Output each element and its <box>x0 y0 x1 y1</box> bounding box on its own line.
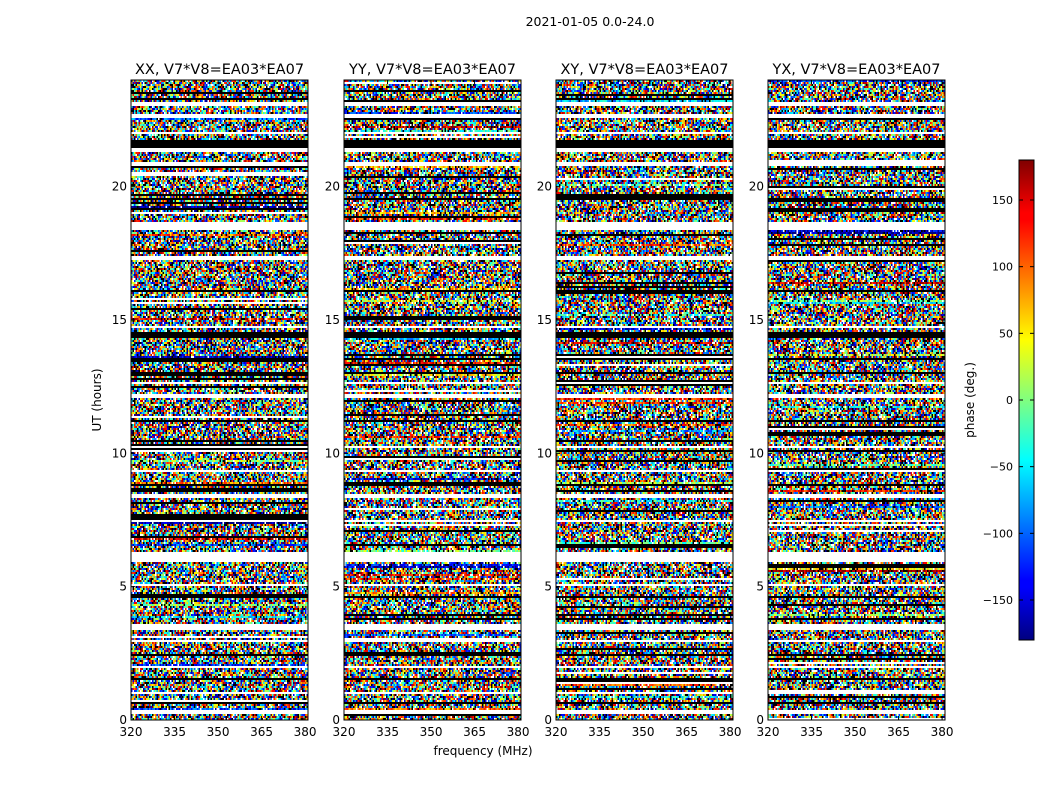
panel-1-frame <box>130 79 309 721</box>
panel-2-heatmap <box>344 80 521 720</box>
panel-4: YX, V7*V8=EA03*EA07 320 335 350 365 380 0 5 10 15… <box>749 62 954 739</box>
y-tick-label: 20 <box>112 180 127 194</box>
y-tick-label: 20 <box>325 180 340 194</box>
panel-1-heatmap <box>131 80 308 720</box>
y-tick-label: 5 <box>332 580 340 594</box>
y-tick-label: 20 <box>749 180 764 194</box>
y-tick-label: 15 <box>537 313 552 327</box>
y-tick-label: 0 <box>332 713 340 727</box>
panel-4-frame <box>767 79 946 721</box>
y-tick-label: 5 <box>119 580 127 594</box>
x-tick-label: 350 <box>632 725 655 739</box>
panel-1: XX, V7*V8=EA03*EA07 320 335 350 365 380 0 5 10 15… <box>112 62 317 739</box>
x-tick-label: 350 <box>207 725 230 739</box>
x-tick-label: 320 <box>545 725 568 739</box>
panel-3-frame <box>555 79 734 721</box>
panels-group: XX, V7*V8=EA03*EA07 320 335 350 365 380 0 5 10 15… <box>112 62 954 739</box>
colorbar-tick-label: −150 <box>983 594 1013 607</box>
y-tick-label: 15 <box>749 313 764 327</box>
x-tick-label: 335 <box>163 725 186 739</box>
panel-3-heatmap <box>556 80 733 720</box>
x-tick-label: 320 <box>757 725 780 739</box>
figure-suptitle: 2021-01-05 0.0-24.0 <box>526 14 655 29</box>
panel-2: YY, V7*V8=EA03*EA07 320 335 350 365 380 0 5 10 15… <box>325 62 530 739</box>
y-tick-label: 15 <box>325 313 340 327</box>
x-tick-label: 350 <box>420 725 443 739</box>
y-tick-label: 10 <box>325 446 340 460</box>
x-tick-label: 365 <box>250 725 273 739</box>
panel-3: XY, V7*V8=EA03*EA07 320 335 350 365 380 0 5 10 15… <box>537 62 742 739</box>
panel-3-title: XY, V7*V8=EA03*EA07 <box>560 62 728 78</box>
y-tick-label: 20 <box>537 180 552 194</box>
x-tick-label: 350 <box>844 725 867 739</box>
colorbar-tick-label: −100 <box>983 527 1013 540</box>
panel-2-title: YY, V7*V8=EA03*EA07 <box>348 62 516 78</box>
colorbar-tick-label: −50 <box>990 461 1013 474</box>
x-tick-label: 335 <box>800 725 823 739</box>
y-tick-label: 5 <box>756 580 764 594</box>
x-tick-label: 320 <box>120 725 143 739</box>
colorbar-tick-label: 100 <box>992 261 1013 274</box>
x-tick-label: 365 <box>887 725 910 739</box>
y-tick-label: 10 <box>749 446 764 460</box>
y-tick-label: 0 <box>756 713 764 727</box>
y-axis-label: UT (hours) <box>90 368 104 431</box>
x-tick-label: 380 <box>294 725 317 739</box>
panel-1-title: XX, V7*V8=EA03*EA07 <box>135 62 304 78</box>
panel-4-title: YX, V7*V8=EA03*EA07 <box>771 62 940 78</box>
x-tick-label: 380 <box>507 725 530 739</box>
x-tick-label: 335 <box>376 725 399 739</box>
colorbar: −150 −100 −50 0 50 100 150 phase (deg.) <box>963 159 1035 641</box>
colorbar-tick-label: 150 <box>992 194 1013 207</box>
colorbar-tick-label: 50 <box>999 327 1013 340</box>
x-tick-label: 335 <box>588 725 611 739</box>
y-tick-label: 15 <box>112 313 127 327</box>
x-tick-label: 380 <box>719 725 742 739</box>
colorbar-ticks: −150 −100 −50 0 50 100 150 <box>983 194 1034 607</box>
y-tick-label: 0 <box>119 713 127 727</box>
y-tick-label: 0 <box>544 713 552 727</box>
y-tick-label: 5 <box>544 580 552 594</box>
x-tick-label: 380 <box>931 725 954 739</box>
colorbar-tick-label: 0 <box>1006 394 1013 407</box>
panel-4-heatmap <box>768 80 945 720</box>
panel-2-frame <box>343 79 522 721</box>
x-tick-label: 365 <box>675 725 698 739</box>
x-axis-label: frequency (MHz) <box>433 744 532 758</box>
x-tick-label: 365 <box>463 725 486 739</box>
y-tick-label: 10 <box>537 446 552 460</box>
x-tick-label: 320 <box>333 725 356 739</box>
colorbar-label: phase (deg.) <box>963 362 977 438</box>
y-tick-label: 10 <box>112 446 127 460</box>
